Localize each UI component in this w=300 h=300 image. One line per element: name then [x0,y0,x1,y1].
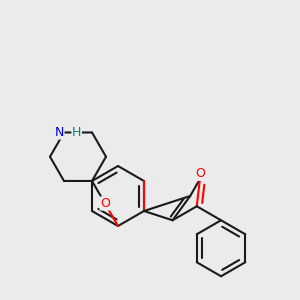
Text: H: H [72,126,81,139]
Text: N: N [55,126,64,139]
Text: O: O [195,167,205,180]
Text: O: O [100,197,110,210]
